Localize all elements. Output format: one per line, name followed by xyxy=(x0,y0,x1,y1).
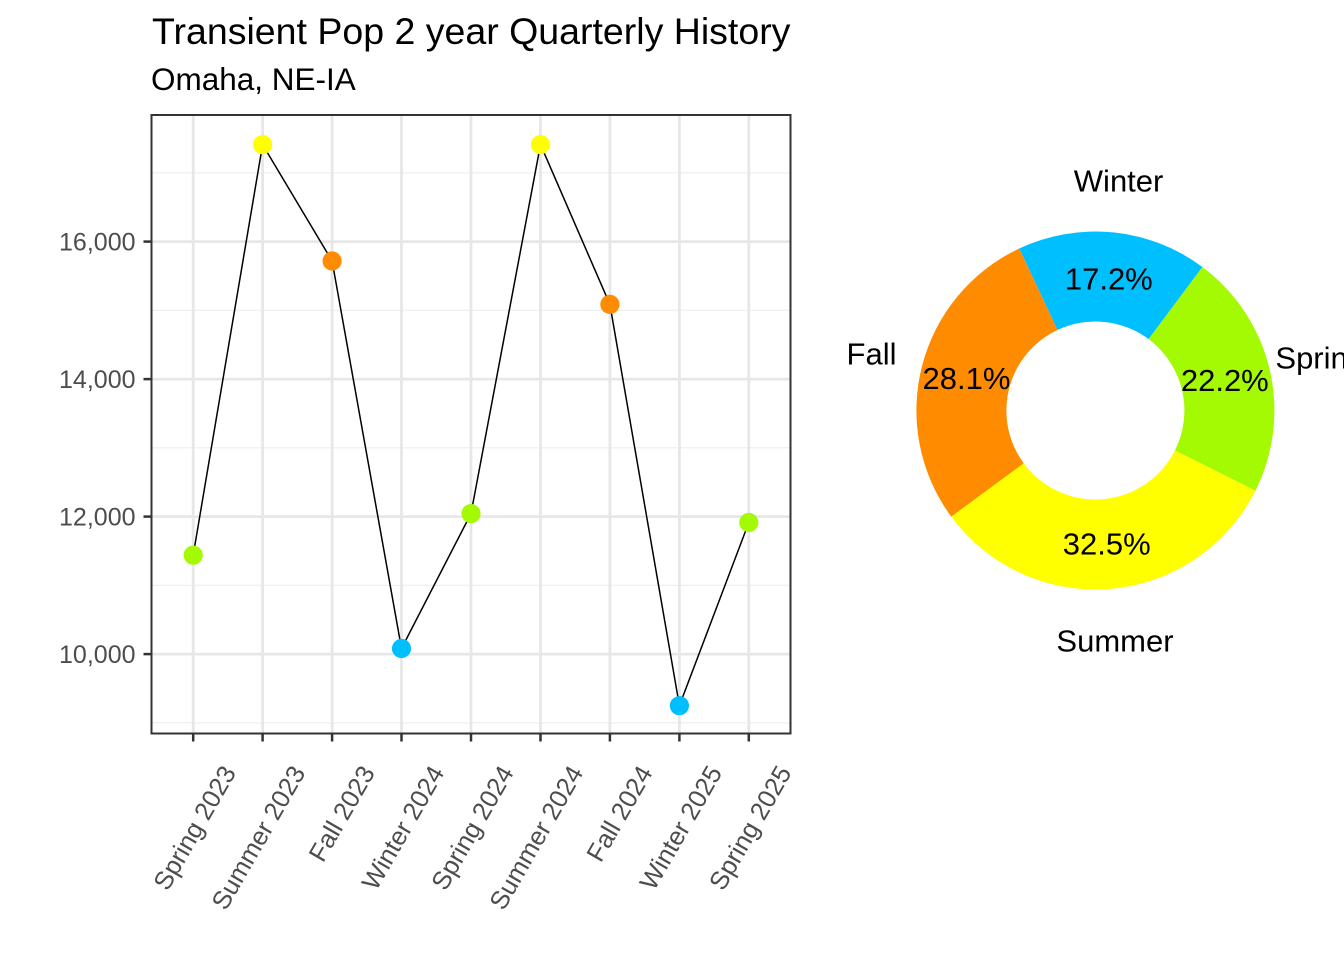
svg-text:Fall: Fall xyxy=(847,337,897,372)
svg-text:22.2%: 22.2% xyxy=(1181,363,1269,398)
svg-text:16,000: 16,000 xyxy=(59,229,135,257)
svg-text:10,000: 10,000 xyxy=(59,641,135,669)
svg-text:14,000: 14,000 xyxy=(59,366,135,394)
svg-text:32.5%: 32.5% xyxy=(1063,526,1151,561)
svg-text:Transient Pop 2 year Quarterly: Transient Pop 2 year Quarterly History xyxy=(152,10,791,52)
svg-text:Summer: Summer xyxy=(1056,624,1173,659)
svg-text:Spring: Spring xyxy=(1275,340,1344,375)
svg-text:Winter: Winter xyxy=(1074,164,1164,199)
svg-text:28.1%: 28.1% xyxy=(923,361,1011,396)
svg-text:17.2%: 17.2% xyxy=(1065,262,1153,297)
svg-text:12,000: 12,000 xyxy=(59,504,135,532)
svg-text:Omaha, NE-IA: Omaha, NE-IA xyxy=(151,61,356,97)
